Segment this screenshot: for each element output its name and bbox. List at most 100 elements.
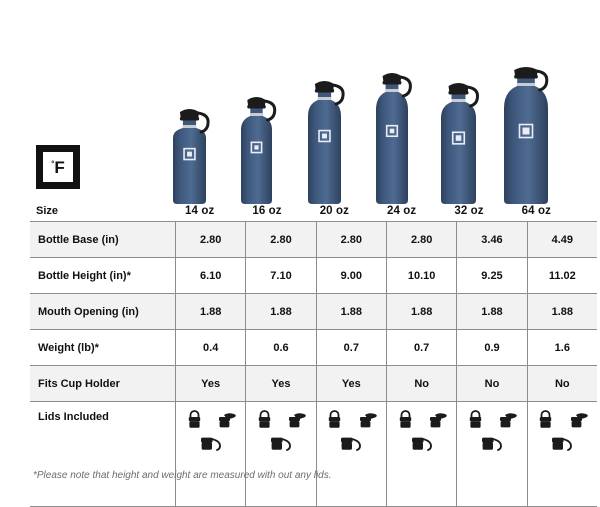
lid-chug-spout	[493, 410, 524, 430]
carry-strap-lid-icon	[552, 437, 573, 451]
lid-chug-spout	[423, 410, 454, 430]
cell-value: 1.88	[174, 293, 247, 330]
column-header-14oz: 14 oz	[185, 204, 215, 217]
chug-spout-lid-icon	[430, 413, 447, 428]
lids-cell-24oz	[385, 401, 458, 507]
column-header-16oz: 16 oz	[252, 204, 282, 217]
bottle-image-24oz	[373, 73, 431, 208]
column-header-20oz: 20 oz	[319, 204, 349, 217]
lid-icon-group	[388, 403, 455, 453]
cell-value: 1.88	[245, 293, 317, 330]
bottle-graphic-64oz	[504, 67, 549, 204]
lid-carry-strap	[529, 433, 596, 453]
lid-loop-handle	[179, 410, 210, 430]
lid-chug-spout	[282, 410, 313, 430]
logo-glyph: °F	[51, 159, 65, 176]
loop-handle-lid-icon	[399, 410, 411, 428]
lid-carry-strap	[247, 433, 314, 453]
lid-chug-spout	[352, 410, 383, 430]
chug-spout-lid-icon	[289, 413, 307, 428]
degree-symbol: °	[51, 158, 55, 168]
lid-carry-strap	[177, 433, 244, 453]
cell-value: 1.88	[315, 293, 387, 330]
brand-logo: °F	[36, 145, 92, 195]
lid-icon-group	[458, 403, 525, 453]
lid-loop-handle	[460, 410, 491, 430]
cell-value: 1.88	[526, 293, 597, 330]
chug-spout-lid-icon	[219, 413, 236, 428]
footnote: *Please note that height and weight are …	[33, 470, 332, 481]
loop-handle-lid-icon	[258, 410, 271, 428]
bottle-graphic-20oz	[307, 81, 345, 204]
cell-value: 1.6	[526, 329, 597, 366]
chug-spout-lid-icon	[570, 413, 588, 428]
lid-carry-strap	[458, 433, 525, 453]
bottle-image-64oz	[501, 67, 571, 208]
cell-value: 0.4	[174, 329, 247, 366]
bottle-cell-32oz	[435, 78, 502, 208]
cell-value: 6.10	[174, 257, 247, 294]
comparison-sheet: °F Size 14 oz 16 oz 20 oz 24 oz 32 oz 64 oz Bo…	[30, 67, 597, 507]
bottle-cell-64oz	[501, 67, 571, 208]
row-label: Mouth Opening (in)	[30, 293, 176, 330]
cell-value: 0.9	[456, 329, 528, 366]
cell-value: 4.49	[526, 221, 597, 258]
column-header-32oz: 32 oz	[454, 204, 484, 217]
lid-loop-handle	[390, 410, 421, 430]
lids-cell-64oz	[526, 401, 597, 507]
cell-value: No	[526, 365, 597, 402]
cell-value: 3.46	[456, 221, 528, 258]
loop-handle-lid-icon	[469, 410, 482, 428]
cell-value: 1.88	[385, 293, 458, 330]
lid-icon-group	[529, 403, 596, 453]
bottle-illustration-row	[30, 67, 571, 208]
cell-value: 0.7	[315, 329, 387, 366]
table-row: Fits Cup Holder Yes Yes Yes No No No	[30, 365, 597, 402]
table-row: Bottle Height (in)* 6.10 7.10 9.00 10.10 9.25…	[30, 257, 597, 294]
lids-cell-16oz	[245, 401, 317, 507]
cell-value: 0.7	[385, 329, 458, 366]
lids-cell-32oz	[456, 401, 528, 507]
cell-value: Yes	[315, 365, 387, 402]
lid-carry-strap	[388, 433, 455, 453]
cell-value: 2.80	[245, 221, 317, 258]
table-row: Mouth Opening (in) 1.88 1.88 1.88 1.88 1.88 1.…	[30, 293, 597, 330]
cell-value: 11.02	[526, 257, 597, 294]
cell-value: Yes	[174, 365, 247, 402]
carry-strap-lid-icon	[270, 437, 291, 451]
cell-value: 0.6	[245, 329, 317, 366]
lid-chug-spout	[212, 410, 243, 430]
chug-spout-lid-icon	[359, 413, 377, 428]
bottle-cell-16oz	[233, 78, 300, 208]
row-label: Weight (lb)*	[30, 329, 176, 366]
table-row: Bottle Base (in) 2.80 2.80 2.80 2.80 3.46 4.49	[30, 221, 597, 258]
cell-value: 1.88	[456, 293, 528, 330]
cell-value: No	[385, 365, 458, 402]
cell-value: 2.80	[174, 221, 247, 258]
cell-value: No	[456, 365, 528, 402]
spec-table: Bottle Base (in) 2.80 2.80 2.80 2.80 3.46 4.49…	[30, 221, 597, 507]
bottle-image-20oz	[305, 80, 364, 208]
loop-handle-lid-icon	[329, 410, 341, 428]
column-header-64oz: 64 oz	[521, 204, 551, 217]
chug-spout-lid-icon	[500, 413, 518, 428]
loop-handle-lid-icon	[540, 410, 552, 428]
column-header-24oz: 24 oz	[387, 204, 417, 217]
cell-value: Yes	[245, 365, 317, 402]
cell-value: 7.10	[245, 257, 317, 294]
bottle-graphic-14oz	[173, 109, 210, 204]
lids-cell-20oz	[315, 401, 387, 507]
row-label: Lids Included	[30, 401, 176, 507]
loop-handle-lid-icon	[188, 410, 200, 428]
lid-carry-strap	[318, 433, 385, 453]
bottle-image-14oz	[170, 80, 229, 208]
carry-strap-lid-icon	[411, 437, 432, 451]
carry-strap-lid-icon	[481, 437, 502, 451]
bottle-cell-14oz	[166, 78, 233, 208]
carry-strap-lid-icon	[200, 437, 221, 451]
table-row-lids: Lids Included	[30, 401, 597, 507]
row-label: Bottle Height (in)*	[30, 257, 176, 294]
bottle-graphic-16oz	[241, 97, 277, 204]
lid-chug-spout	[563, 410, 594, 430]
bottle-image-32oz	[438, 80, 499, 208]
